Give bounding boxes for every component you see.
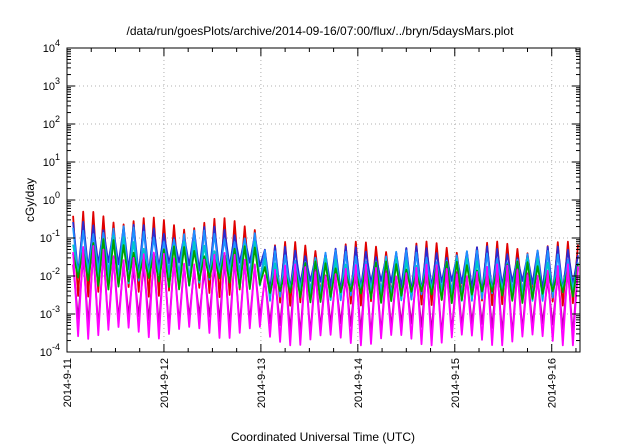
y-tick-label: 101	[43, 152, 60, 169]
y-tick-label: 100	[43, 190, 60, 207]
y-tick-label: 10-3	[40, 304, 60, 321]
x-tick-label: 2014-9-11	[62, 358, 74, 407]
y-tick-label: 103	[43, 76, 60, 93]
y-tick-label: 104	[43, 38, 60, 55]
chart-title: /data/run/goesPlots/archive/2014-09-16/0…	[127, 24, 515, 38]
x-tick-label: 2014-9-15	[450, 358, 462, 408]
y-tick-label: 10-4	[40, 342, 60, 359]
y-tick-label: 10-1	[40, 228, 60, 245]
y-tick-label: 102	[43, 114, 60, 131]
series-line-5	[72, 238, 579, 305]
x-axis-title: Coordinated Universal Time (UTC)	[231, 430, 415, 444]
x-tick-label: 2014-9-14	[353, 358, 365, 408]
y-axis-title: cGy/day	[23, 178, 37, 222]
x-tick-label: 2014-9-12	[159, 358, 171, 408]
series-layer	[72, 210, 579, 347]
x-tick-label: 2014-9-16	[547, 358, 559, 408]
y-tick-label: 10-2	[40, 266, 60, 283]
x-tick-label: 2014-9-13	[256, 358, 268, 408]
ticks: 10-4 10-3 10-2 10-1 100 101 102 103 104 2014-9-11…	[40, 38, 580, 408]
series-line-7	[72, 245, 579, 347]
